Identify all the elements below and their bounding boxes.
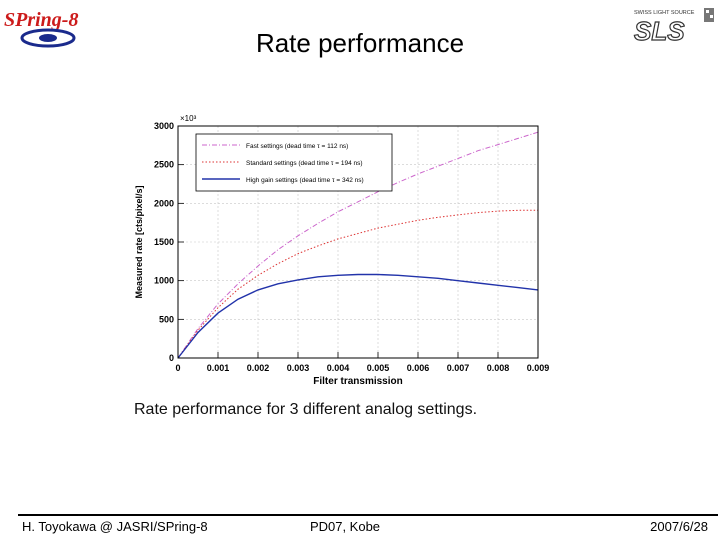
- series-line-3: [177, 273, 539, 359]
- series-line-1: [177, 131, 539, 359]
- footer-author: H. Toyokawa @ JASRI/SPring-8: [22, 519, 208, 534]
- x-axis-label: Filter transmission: [313, 376, 402, 387]
- y-tick-label: 2000: [154, 198, 174, 208]
- y-tick-labels: 0 500 1000 1500 2000 2500 3000: [154, 121, 174, 363]
- x-tick-labels: 0 0.001 0.002 0.003 0.004 0.005 0.006 0.007 0.00…: [175, 363, 549, 373]
- legend-label-2: Standard settings (dead time τ = 194 ns): [246, 160, 363, 167]
- x-tick-label: 0.006: [407, 363, 430, 373]
- x-tick-label: 0.008: [487, 363, 510, 373]
- sls-logo-mark: SLS: [634, 16, 685, 46]
- figure-caption: Rate performance for 3 different analog …: [134, 401, 478, 418]
- x-tick-label: 0.004: [327, 363, 350, 373]
- x-tick-label: 0.009: [527, 363, 550, 373]
- x-tick-label: 0.005: [367, 363, 390, 373]
- plot-series: [177, 131, 539, 359]
- slide-title: Rate performance: [255, 28, 465, 58]
- chart-legend: Fast settings (dead time τ = 112 ns) Stan…: [195, 133, 393, 192]
- y-multiplier-label: ×10³: [180, 114, 197, 123]
- spring8-logo-text: SPring-8: [4, 9, 78, 31]
- y-tick-label: 0: [169, 353, 174, 363]
- y-axis-label: Measured rate [cts/pixel/s]: [134, 185, 144, 298]
- sls-logo: SWISS LIGHT SOURCE SLS: [633, 8, 714, 46]
- x-tick-label: 0: [175, 363, 180, 373]
- legend-box: [195, 133, 393, 192]
- spring8-logo: SPring-8: [4, 9, 78, 48]
- series-line-2: [177, 209, 538, 359]
- y-tick-label: 500: [159, 314, 174, 324]
- y-tick-label: 1000: [154, 276, 174, 286]
- rate-chart: 0 0.001 0.002 0.003 0.004 0.005 0.006 0.007 0.00…: [134, 114, 549, 387]
- y-tick-label: 3000: [154, 121, 174, 131]
- footer-event: PD07, Kobe: [309, 519, 381, 534]
- y-tick-label: 1500: [154, 237, 174, 247]
- chart-axes: [177, 125, 539, 359]
- x-tick-label: 0.007: [447, 363, 470, 373]
- x-tick-label: 0.001: [207, 363, 230, 373]
- footer-divider: [18, 514, 718, 516]
- plot-frame: [177, 125, 539, 359]
- x-tick-label: 0.002: [247, 363, 270, 373]
- legend-label-3: High gain settings (dead time τ = 342 ns…: [246, 177, 364, 184]
- sls-logo-caption: SWISS LIGHT SOURCE: [634, 10, 695, 16]
- x-tick-label: 0.003: [287, 363, 310, 373]
- y-tick-label: 2500: [154, 160, 174, 170]
- footer-date: 2007/6/28: [650, 519, 708, 534]
- legend-label-1: Fast settings (dead time τ = 112 ns): [246, 143, 348, 150]
